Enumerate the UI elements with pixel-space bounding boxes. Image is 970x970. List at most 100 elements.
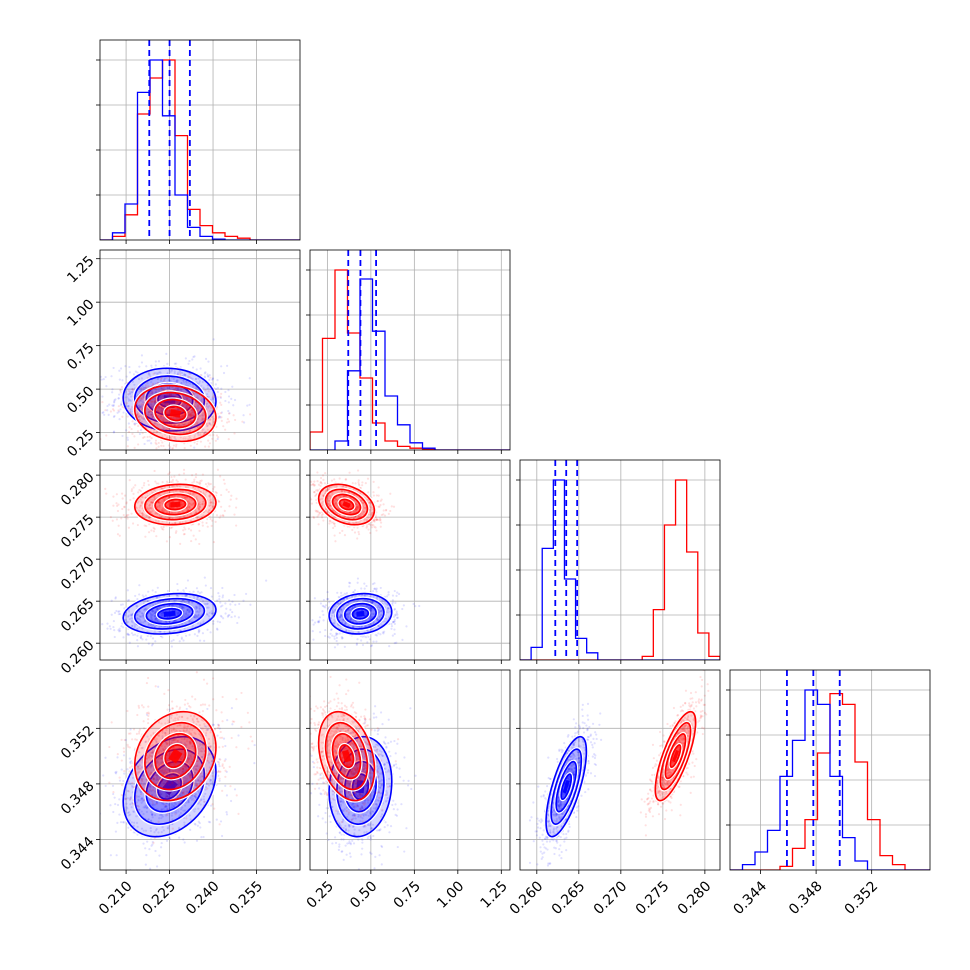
scatter-point <box>150 403 153 406</box>
scatter-point <box>119 391 122 394</box>
scatter-point <box>130 427 133 431</box>
scatter-point <box>187 381 190 384</box>
scatter-point <box>200 384 203 387</box>
scatter-point <box>138 418 141 421</box>
scatter-point <box>156 586 159 589</box>
scatter-point <box>161 411 164 414</box>
scatter-point <box>190 474 194 477</box>
scatter-point <box>131 388 134 391</box>
scatter-point <box>212 338 215 341</box>
scatter-point <box>131 522 135 525</box>
scatter-point <box>233 418 237 422</box>
scatter-point <box>168 422 171 425</box>
scatter-point <box>148 414 151 417</box>
scatter-point <box>127 389 130 392</box>
scatter-point <box>189 444 192 447</box>
scatter-point <box>195 425 198 428</box>
scatter-point <box>128 365 131 369</box>
scatter-point <box>208 378 211 381</box>
scatter-point <box>112 409 116 412</box>
scatter-point <box>387 593 390 596</box>
scatter-point <box>151 391 154 394</box>
scatter-point <box>151 392 154 395</box>
scatter-point <box>132 486 135 489</box>
scatter-point <box>394 601 397 604</box>
scatter-point <box>219 614 222 617</box>
scatter-point <box>131 432 134 435</box>
scatter-point <box>157 389 160 392</box>
scatter-point <box>322 619 325 622</box>
scatter-point <box>114 597 117 600</box>
scatter-point <box>194 473 198 476</box>
panel-border <box>309 249 511 451</box>
scatter-point <box>188 376 192 379</box>
scatter-point <box>141 638 144 641</box>
scatter-point <box>178 376 181 379</box>
scatter-point <box>150 437 153 440</box>
scatter-point <box>176 417 179 420</box>
scatter-point <box>131 413 134 416</box>
scatter-point <box>167 427 170 430</box>
scatter-point <box>418 604 421 608</box>
scatter-point <box>201 380 204 384</box>
scatter-point <box>202 417 205 420</box>
scatter-point <box>110 375 113 378</box>
scatter-point <box>126 405 129 408</box>
scatter-point <box>119 388 122 392</box>
scatter-point <box>182 379 185 382</box>
panel-0-0 <box>96 39 301 244</box>
scatter-point <box>396 591 399 594</box>
scatter-point <box>161 425 164 428</box>
scatter-point <box>172 407 175 411</box>
scatter-point <box>132 395 135 398</box>
scatter-point <box>147 370 150 373</box>
scatter-point <box>117 397 120 400</box>
scatter-point <box>177 408 180 411</box>
scatter-point <box>165 420 168 424</box>
scatter-point <box>184 380 188 383</box>
scatter-point <box>187 421 190 424</box>
scatter-point <box>161 409 164 412</box>
scatter-point <box>222 617 225 620</box>
scatter-point <box>178 373 181 376</box>
scatter-point <box>144 397 148 400</box>
scatter-point <box>178 369 181 373</box>
scatter-point <box>160 414 163 417</box>
scatter-point <box>104 409 107 412</box>
scatter-point <box>311 630 314 633</box>
scatter-point <box>142 417 145 420</box>
scatter-point <box>190 415 193 418</box>
scatter-point <box>174 531 177 534</box>
y-tick-label: 1.25 <box>64 253 97 286</box>
scatter-point <box>203 375 206 378</box>
scatter-point <box>175 380 178 383</box>
scatter-point <box>175 387 178 390</box>
scatter-point <box>118 369 121 372</box>
scatter-point <box>377 494 380 497</box>
scatter-point <box>175 401 178 405</box>
scatter-point <box>137 412 140 415</box>
scatter-point <box>130 412 134 415</box>
scatter-point <box>396 616 399 619</box>
scatter-point <box>311 619 314 622</box>
scatter-point <box>222 478 225 482</box>
scatter-point <box>106 622 109 625</box>
scatter-point <box>125 501 128 504</box>
scatter-point <box>207 415 210 418</box>
scatter-point <box>197 405 200 408</box>
scatter-point <box>203 372 206 375</box>
scatter-point <box>127 508 130 511</box>
scatter-point <box>153 372 157 375</box>
scatter-point <box>189 382 192 385</box>
panel-border <box>99 39 301 241</box>
scatter-point <box>168 369 171 372</box>
scatter-point <box>193 436 196 439</box>
scatter-point <box>147 590 150 593</box>
scatter-point <box>196 422 199 425</box>
scatter-point <box>205 405 208 408</box>
scatter-point <box>156 409 159 412</box>
scatter-point <box>127 405 130 408</box>
scatter-point <box>161 418 165 421</box>
scatter-point <box>218 500 221 503</box>
scatter-point <box>145 386 148 389</box>
